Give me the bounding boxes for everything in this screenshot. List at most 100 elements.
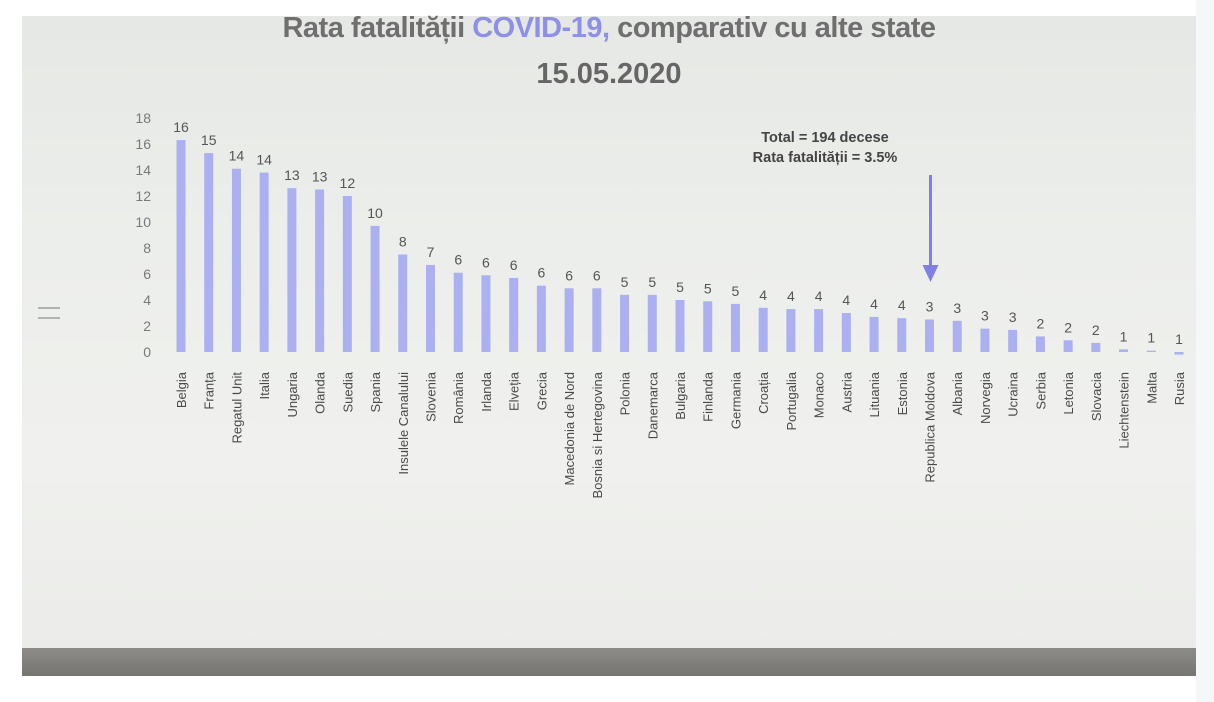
- x-tick-label: Republica Moldova: [923, 371, 938, 482]
- bar: [925, 319, 934, 352]
- x-tick-label: Insulele Canalului: [396, 372, 411, 475]
- chart-title: Rata fatalității COVID-19, comparativ cu…: [22, 12, 1196, 45]
- arrow-icon: [922, 175, 939, 282]
- y-tick-label: 4: [143, 292, 151, 308]
- bars-group: [176, 140, 1184, 355]
- data-label: 6: [510, 257, 518, 273]
- title-accent: COVID-19,: [472, 12, 610, 44]
- x-tick-label: Danemarca: [645, 371, 660, 439]
- bar: [980, 328, 990, 352]
- data-label: 5: [648, 274, 656, 290]
- bar: [315, 189, 325, 352]
- x-tick-label: România: [451, 371, 466, 424]
- bar: [1035, 336, 1045, 352]
- x-tick-label: Lituania: [867, 371, 882, 417]
- bar: [1119, 349, 1129, 352]
- data-label: 2: [1092, 322, 1100, 338]
- data-label: 13: [284, 167, 300, 183]
- bar: [620, 294, 630, 352]
- y-tick-label: 6: [143, 266, 151, 282]
- x-tick-label: Croația: [756, 371, 771, 414]
- data-label: 5: [621, 274, 629, 290]
- data-label: 6: [537, 265, 545, 281]
- data-label: 2: [1036, 315, 1044, 331]
- slide-marker: [38, 307, 60, 319]
- bar: [481, 275, 491, 352]
- x-tick-label: Germania: [728, 371, 743, 429]
- bar: [897, 318, 907, 352]
- bar: [730, 303, 740, 352]
- annotation-total: Total = 194 decese: [761, 130, 889, 146]
- x-tick-label: Norvegia: [978, 371, 993, 424]
- arrow-head: [922, 265, 939, 282]
- data-label: 4: [870, 296, 878, 312]
- data-label: 4: [759, 287, 767, 303]
- bar: [564, 288, 574, 352]
- data-label: 12: [340, 175, 356, 191]
- title-part1: Rata fatalității: [282, 12, 473, 44]
- x-tick-label: Bulgaria: [673, 371, 688, 419]
- y-tick-label: 14: [135, 162, 151, 178]
- data-label: 15: [201, 132, 217, 148]
- bar: [952, 320, 962, 352]
- data-label: 14: [256, 152, 272, 168]
- bar: [841, 313, 851, 352]
- x-tick-label: Polonia: [618, 371, 633, 415]
- bar: [703, 301, 713, 352]
- x-tick-label: Rusia: [1172, 371, 1187, 405]
- bar: [758, 307, 768, 352]
- data-label: 7: [427, 244, 435, 260]
- x-tick-label: Franța: [202, 371, 217, 409]
- x-tick-label: Portugalia: [784, 371, 799, 430]
- bar: [342, 196, 352, 352]
- bar: [204, 153, 214, 352]
- bar: [869, 316, 879, 352]
- x-tick-label: Ungaria: [285, 371, 300, 417]
- x-tick-label: Bosnia si Hertegovina: [590, 371, 605, 498]
- data-label: 13: [312, 169, 328, 185]
- bar: [453, 272, 463, 352]
- bar: [675, 300, 685, 352]
- title-part2: comparativ cu alte state: [609, 12, 936, 44]
- bar: [592, 288, 602, 352]
- x-tick-label: Slovenia: [424, 371, 439, 422]
- bar: [647, 294, 657, 352]
- bar: [231, 168, 241, 352]
- y-tick-label: 12: [135, 188, 151, 204]
- bar: [398, 254, 408, 352]
- screen-bottom-edge: [22, 648, 1196, 676]
- bar: [287, 188, 297, 352]
- x-tick-label: Malta: [1144, 371, 1159, 404]
- x-tick-label: Grecia: [534, 371, 549, 410]
- data-label: 6: [565, 267, 573, 283]
- y-axis: 0 2 4 6 8 10 12 14 16 18: [135, 110, 151, 360]
- x-tick-label: Monaco: [812, 372, 827, 418]
- bar: [259, 172, 269, 352]
- x-tick-label: Albania: [950, 371, 965, 415]
- y-tick-label: 0: [143, 344, 151, 360]
- data-label: 1: [1175, 331, 1183, 347]
- data-label: 4: [898, 297, 906, 313]
- bar: [176, 140, 186, 352]
- slide-area: [22, 16, 1196, 650]
- x-tick-label: Slovacia: [1089, 371, 1104, 421]
- x-tick-label: Belgia: [174, 371, 189, 408]
- right-edge-strip: [1196, 0, 1214, 702]
- x-tick-label: Serbia: [1033, 371, 1048, 409]
- data-label: 6: [593, 267, 601, 283]
- data-label: 8: [399, 234, 407, 250]
- data-label: 3: [953, 300, 961, 316]
- annotation-box: Total = 194 decese Rata fatalității = 3.…: [720, 128, 930, 168]
- x-tick-label: Italia: [257, 371, 272, 399]
- x-tick-label: Suedia: [340, 371, 355, 412]
- x-tick-label: Austria: [839, 371, 854, 412]
- x-tick-label: Spania: [368, 371, 383, 412]
- data-label: 5: [676, 279, 684, 295]
- data-label: 14: [229, 148, 245, 164]
- y-tick-label: 18: [135, 110, 151, 126]
- y-tick-label: 10: [135, 214, 151, 230]
- x-tick-label: Elveția: [507, 371, 522, 411]
- x-tick-label: Ucraina: [1006, 371, 1021, 417]
